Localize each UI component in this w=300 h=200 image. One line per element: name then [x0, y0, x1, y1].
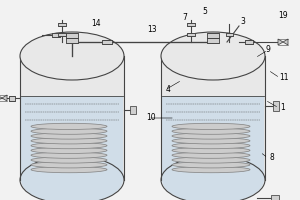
- Bar: [187, 32, 195, 36]
- Polygon shape: [0, 95, 2, 101]
- Ellipse shape: [31, 123, 107, 130]
- Ellipse shape: [20, 32, 124, 80]
- Polygon shape: [278, 39, 283, 45]
- Polygon shape: [21, 96, 123, 180]
- Bar: [102, 40, 112, 44]
- Ellipse shape: [21, 32, 123, 80]
- Ellipse shape: [172, 133, 250, 139]
- Bar: [9, 96, 15, 100]
- Ellipse shape: [162, 32, 264, 80]
- Polygon shape: [161, 56, 265, 180]
- Ellipse shape: [21, 156, 123, 200]
- Polygon shape: [162, 96, 264, 180]
- Text: 5: 5: [202, 7, 207, 17]
- Ellipse shape: [31, 152, 107, 158]
- Bar: [58, 32, 66, 36]
- Ellipse shape: [172, 152, 250, 158]
- Text: 3: 3: [241, 18, 245, 26]
- Bar: [245, 40, 253, 44]
- Bar: [66, 32, 78, 38]
- Bar: [226, 32, 232, 36]
- Text: 8: 8: [270, 154, 274, 162]
- Text: 11: 11: [279, 73, 289, 82]
- Ellipse shape: [172, 147, 250, 154]
- Polygon shape: [283, 39, 288, 45]
- Text: 13: 13: [147, 25, 157, 34]
- Ellipse shape: [172, 128, 250, 134]
- Text: 10: 10: [146, 114, 156, 122]
- Text: 4: 4: [166, 86, 170, 95]
- Text: 9: 9: [266, 46, 270, 54]
- Ellipse shape: [162, 156, 264, 200]
- Ellipse shape: [31, 157, 107, 163]
- Bar: [130, 106, 136, 114]
- Ellipse shape: [172, 138, 250, 144]
- Ellipse shape: [31, 142, 107, 149]
- Ellipse shape: [172, 157, 250, 163]
- Bar: [66, 38, 78, 43]
- Bar: [58, 22, 66, 25]
- Text: 19: 19: [278, 11, 288, 21]
- Bar: [271, 195, 279, 200]
- Polygon shape: [20, 56, 124, 180]
- Ellipse shape: [161, 32, 265, 80]
- Text: 7: 7: [183, 14, 188, 22]
- Polygon shape: [2, 95, 7, 101]
- Ellipse shape: [31, 147, 107, 154]
- Bar: [52, 33, 60, 37]
- Ellipse shape: [172, 162, 250, 168]
- Ellipse shape: [31, 128, 107, 134]
- Ellipse shape: [31, 138, 107, 144]
- Bar: [187, 22, 195, 25]
- Ellipse shape: [172, 123, 250, 130]
- Ellipse shape: [172, 142, 250, 149]
- Ellipse shape: [172, 166, 250, 173]
- Bar: [273, 101, 279, 111]
- Text: 1: 1: [280, 104, 285, 112]
- Ellipse shape: [31, 133, 107, 139]
- Ellipse shape: [31, 166, 107, 173]
- Text: 14: 14: [91, 19, 101, 27]
- Bar: [207, 32, 219, 38]
- Ellipse shape: [31, 162, 107, 168]
- Bar: [207, 38, 219, 43]
